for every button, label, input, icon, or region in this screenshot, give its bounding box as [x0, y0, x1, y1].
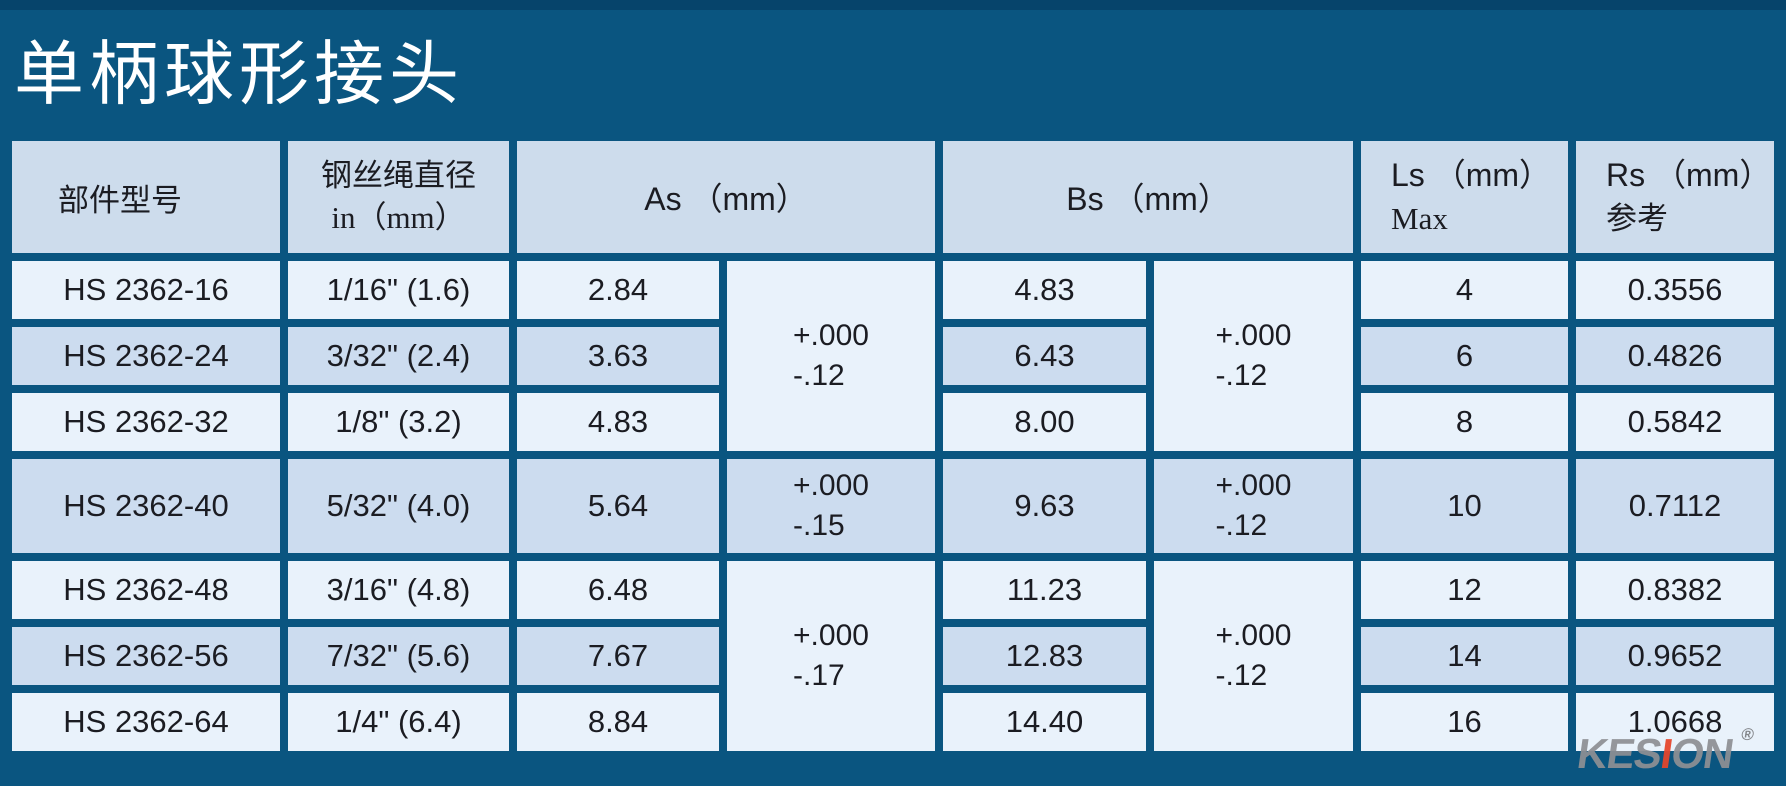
as-tolerance-plus: +.000: [793, 619, 869, 653]
cell-bs-value: 9.63: [943, 459, 1146, 553]
header-ls-line2: Max: [1391, 200, 1448, 236]
kesion-watermark-logo: KESION ®: [1575, 725, 1756, 778]
cell-ls-value: 14: [1361, 627, 1568, 685]
cell-ls-value: 16: [1361, 693, 1568, 751]
cell-bs-value: 14.40: [943, 693, 1146, 751]
page-title: 单柄球形接头: [14, 37, 464, 114]
header-wire-diameter-line2: in（mm）: [331, 200, 466, 235]
table-row: HS 2362-24 3/32" (2.4) 3.63 6.43 6 0.482…: [12, 327, 1774, 385]
cell-ls-value: 6: [1361, 327, 1568, 385]
cell-rs-value: 0.9652: [1576, 627, 1774, 685]
cell-model: HS 2362-16: [12, 261, 280, 319]
cell-model: HS 2362-40: [12, 459, 280, 553]
as-tolerance-minus: -.12: [793, 359, 845, 392]
cell-diameter: 1/4" (6.4): [288, 693, 509, 751]
cell-as-tolerance: +.000 -.12: [727, 261, 935, 451]
cell-rs-value: 0.4826: [1576, 327, 1774, 385]
as-tolerance-plus: +.000: [793, 469, 869, 503]
top-stripe: [0, 0, 1786, 10]
table-row: HS 2362-16 1/16" (1.6) 2.84 +.000 -.12 4…: [12, 261, 1774, 451]
as-tolerance-minus: -.15: [793, 509, 845, 542]
cell-diameter: 3/32" (2.4): [288, 327, 509, 385]
watermark-text-right: ON: [1668, 730, 1737, 777]
watermark-text-left: KES: [1574, 730, 1665, 777]
header-part-model: 部件型号: [12, 141, 280, 253]
cell-as-value: 8.84: [517, 693, 719, 751]
cell-as-value: 4.83: [517, 393, 719, 451]
cell-diameter: 1/8" (3.2): [288, 393, 509, 451]
cell-model: HS 2362-48: [12, 561, 280, 619]
bs-tolerance-plus: +.000: [1215, 469, 1292, 503]
cell-bs-tolerance: +.000 -.12: [1154, 261, 1353, 451]
cell-bs-value: 8.00: [943, 393, 1146, 451]
cell-diameter: 1/16" (1.6): [288, 261, 509, 319]
cell-rs-value: 0.8382: [1576, 561, 1774, 619]
header-as: As （mm）: [517, 141, 935, 253]
cell-rs-value: 0.3556: [1576, 261, 1774, 319]
cell-model: HS 2362-24: [12, 327, 280, 385]
header-bs: Bs （mm）: [943, 141, 1353, 253]
bs-tolerance-minus: -.12: [1215, 509, 1268, 542]
cell-bs-value: 6.43: [943, 327, 1146, 385]
table-row: HS 2362-56 7/32" (5.6) 7.67 12.83 14 0.9…: [12, 627, 1774, 685]
bs-tolerance-plus: +.000: [1215, 319, 1292, 353]
cell-rs-value: 1.0668: [1576, 693, 1774, 751]
cell-ls-value: 4: [1361, 261, 1568, 319]
table-row: HS 2362-48 3/16" (4.8) 6.48 +.000 -.17 1…: [12, 561, 1774, 751]
registered-trademark-icon: ®: [1740, 725, 1756, 744]
cell-bs-tolerance: +.000 -.12: [1154, 459, 1353, 553]
bs-tolerance-minus: -.12: [1215, 659, 1268, 692]
cell-diameter: 5/32" (4.0): [288, 459, 509, 553]
cell-as-value: 5.64: [517, 459, 719, 553]
cell-as-value: 6.48: [517, 561, 719, 619]
header-rs-line1: Rs （mm）: [1606, 157, 1772, 194]
bs-tolerance-minus: -.12: [1215, 359, 1268, 392]
header-wire-diameter: 钢丝绳直径 in（mm）: [288, 141, 509, 253]
spec-table: 部件型号 钢丝绳直径 in（mm） As （mm） Bs （mm） Ls （mm…: [4, 133, 1782, 759]
cell-ls-value: 10: [1361, 459, 1568, 553]
header-rs: Rs （mm） 参考: [1576, 141, 1774, 253]
header-rs-line2: 参考: [1606, 200, 1668, 236]
cell-ls-value: 8: [1361, 393, 1568, 451]
cell-bs-value: 4.83: [943, 261, 1146, 319]
cell-bs-value: 12.83: [943, 627, 1146, 685]
cell-model: HS 2362-56: [12, 627, 280, 685]
cell-as-value: 7.67: [517, 627, 719, 685]
as-tolerance-plus: +.000: [793, 319, 869, 353]
as-tolerance-minus: -.17: [793, 659, 845, 692]
header-ls: Ls （mm） Max: [1361, 141, 1568, 253]
cell-model: HS 2362-64: [12, 693, 280, 751]
header-wire-diameter-line1: 钢丝绳直径: [321, 158, 476, 194]
cell-as-value: 2.84: [517, 261, 719, 319]
cell-bs-tolerance: +.000 -.12: [1154, 561, 1353, 751]
cell-as-tolerance: +.000 -.17: [727, 561, 935, 751]
table-row: HS 2362-32 1/8" (3.2) 4.83 8.00 8 0.5842: [12, 393, 1774, 451]
table-header-row: 部件型号 钢丝绳直径 in（mm） As （mm） Bs （mm） Ls （mm…: [12, 141, 1774, 253]
header-ls-line1: Ls （mm）: [1391, 157, 1552, 194]
cell-diameter: 7/32" (5.6): [288, 627, 509, 685]
cell-bs-value: 11.23: [943, 561, 1146, 619]
cell-diameter: 3/16" (4.8): [288, 561, 509, 619]
cell-rs-value: 0.5842: [1576, 393, 1774, 451]
cell-rs-value: 0.7112: [1576, 459, 1774, 553]
cell-model: HS 2362-32: [12, 393, 280, 451]
table-row: HS 2362-64 1/4" (6.4) 8.84 14.40 16 1.06…: [12, 693, 1774, 751]
bs-tolerance-plus: +.000: [1215, 619, 1292, 653]
cell-ls-value: 12: [1361, 561, 1568, 619]
cell-as-tolerance: +.000 -.15: [727, 459, 935, 553]
table-row: HS 2362-40 5/32" (4.0) 5.64 +.000 -.15 9…: [12, 459, 1774, 553]
cell-as-value: 3.63: [517, 327, 719, 385]
